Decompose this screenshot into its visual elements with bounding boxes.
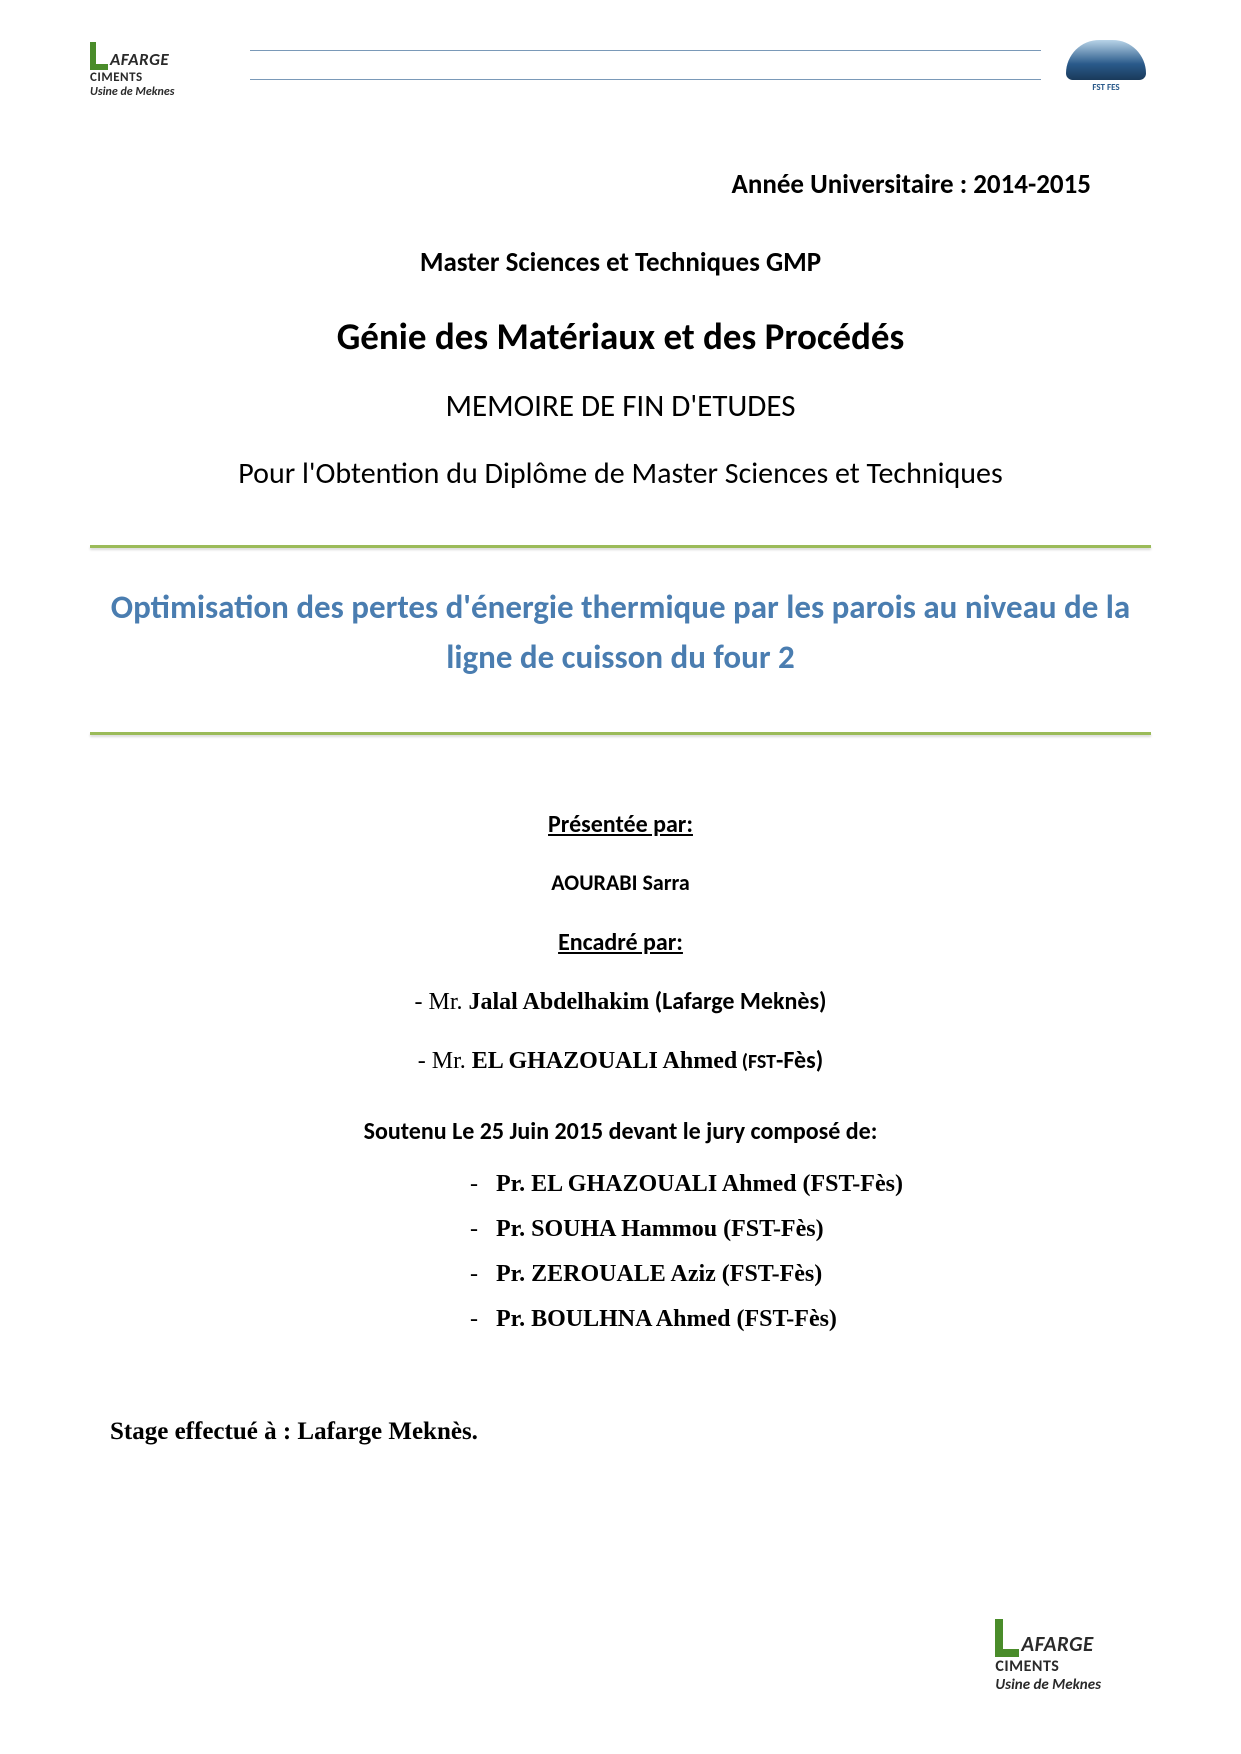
jury-member-4: -Pr. BOULHNA Ahmed (FST-Fès) xyxy=(470,1306,1151,1333)
jury-member-1-name: Pr. EL GHAZOUALI Ahmed (FST-Fès) xyxy=(496,1171,903,1197)
jury-member-3-name: Pr. ZEROUALE Aziz (FST-Fès) xyxy=(496,1261,822,1287)
header-lines xyxy=(250,40,1041,108)
lafarge-brand-text: AFARGE xyxy=(110,49,169,70)
supervised-by-label: Encadré par: xyxy=(90,928,1151,957)
jury-dash-icon: - xyxy=(470,1306,478,1332)
footer-lafarge-row: AFARGE xyxy=(995,1619,1093,1657)
diploma-line: Pour l'Obtention du Diplôme de Master Sc… xyxy=(90,453,1151,495)
footer-lafarge-brand: AFARGE xyxy=(1021,1631,1093,1657)
supervisor-2-name: EL GHAZOUALI Ahmed xyxy=(472,1048,737,1074)
supervisor-1-name: Jalal Abdelhakim xyxy=(468,989,649,1015)
author-name: AOURABI Sarra xyxy=(90,869,1151,896)
jury-member-1: -Pr. EL GHAZOUALI Ahmed (FST-Fès) xyxy=(470,1171,1151,1198)
lafarge-logo-bottom: AFARGE CIMENTS Usine de Meknes xyxy=(995,1619,1101,1694)
jury-member-3: -Pr. ZEROUALE Aziz (FST-Fès) xyxy=(470,1261,1151,1288)
jury-dash-icon: - xyxy=(470,1216,478,1242)
lafarge-logo-top: AFARGE CIMENTS Usine de Meknes xyxy=(90,40,230,100)
supervisor-1: - Mr. Jalal Abdelhakim (Lafarge Meknès) xyxy=(90,987,1151,1016)
jury-member-4-name: Pr. BOULHNA Ahmed (FST-Fès) xyxy=(496,1306,837,1332)
presented-by-label: Présentée par: xyxy=(90,810,1151,839)
jury-dash-icon: - xyxy=(470,1171,478,1197)
supervisor-2-prefix: - Mr. xyxy=(418,1048,472,1074)
jury-list: -Pr. EL GHAZOUALI Ahmed (FST-Fès) -Pr. S… xyxy=(90,1171,1151,1333)
lafarge-usine-text: Usine de Meknes xyxy=(90,85,174,99)
master-program: Master Sciences et Techniques GMP xyxy=(90,246,1151,279)
footer-lafarge-usine: Usine de Meknes xyxy=(995,1676,1101,1694)
lafarge-l-shape-icon xyxy=(90,42,108,70)
jury-dash-icon: - xyxy=(470,1261,478,1287)
supervisor-1-prefix: - Mr. xyxy=(414,989,468,1015)
fst-logo-text: FST FES xyxy=(1092,82,1119,93)
jury-member-2: -Pr. SOUHA Hammou (FST-Fès) xyxy=(470,1216,1151,1243)
supervisor-2-fst: (FST xyxy=(737,1050,776,1074)
title-divider-bottom xyxy=(90,732,1151,735)
lafarge-ciments-text: CIMENTS xyxy=(90,70,143,85)
defended-date-line: Soutenu Le 25 Juin 2015 devant le jury c… xyxy=(90,1117,1151,1146)
internship-location: Stage effectué à : Lafarge Meknès. xyxy=(110,1418,1151,1446)
supervisor-1-affiliation: (Lafarge Meknès) xyxy=(649,987,826,1016)
fst-logo-icon xyxy=(1066,40,1146,80)
jury-member-2-name: Pr. SOUHA Hammou (FST-Fès) xyxy=(496,1216,824,1242)
academic-year: Année Universitaire : 2014-2015 xyxy=(90,168,1091,201)
header-line-1 xyxy=(250,50,1041,51)
title-divider-top xyxy=(90,545,1151,548)
page-header: AFARGE CIMENTS Usine de Meknes FST FES xyxy=(90,40,1151,108)
specialty-title: Génie des Matériaux et des Procédés xyxy=(90,314,1151,359)
lafarge-logo-row: AFARGE xyxy=(90,42,169,70)
footer-lafarge-l-shape-icon xyxy=(995,1619,1019,1657)
supervisor-2: - Mr. EL GHAZOUALI Ahmed (FST-Fès) xyxy=(90,1046,1151,1075)
supervisor-2-affiliation-suffix: -Fès) xyxy=(776,1046,823,1075)
fst-logo: FST FES xyxy=(1061,40,1151,95)
header-line-2 xyxy=(250,79,1041,80)
memoire-label: MEMOIRE DE FIN D'ETUDES xyxy=(90,387,1151,425)
thesis-title: Optimisation des pertes d'énergie thermi… xyxy=(90,583,1151,682)
footer-lafarge-ciments: CIMENTS xyxy=(995,1657,1059,1676)
